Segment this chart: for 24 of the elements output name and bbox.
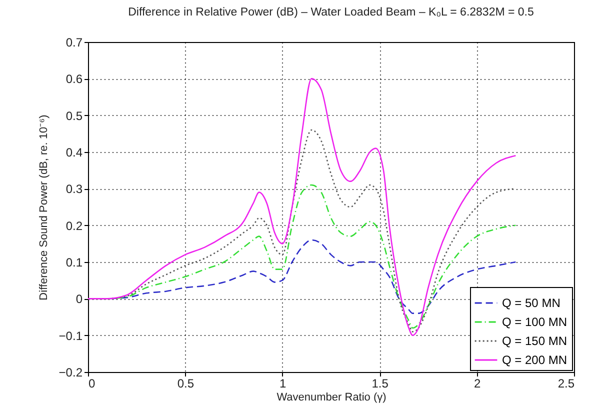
legend-label: Q = 100 MN — [502, 315, 568, 329]
x-tick-label: 1.5 — [372, 376, 389, 390]
y-axis-title: Difference Sound Power (dB, re. 10⁻⁶) — [38, 114, 50, 300]
y-tick-label: −0.1 — [58, 328, 83, 343]
x-tick-label: 0 — [88, 376, 96, 390]
line-series — [88, 78, 516, 336]
y-tick-label: 0.6 — [66, 72, 83, 86]
y-tick-label: 0.1 — [66, 256, 83, 270]
y-tick-label: 0 — [76, 292, 83, 306]
y-tick-label: 0.3 — [66, 182, 83, 196]
chart-title: Difference in Relative Power (dB) – Water Loaded Beam – K₀L = 6.2832M = 0.5 — [128, 6, 534, 18]
x-tick-label: 2.5 — [558, 376, 575, 390]
y-tick-label: −0.2 — [58, 366, 83, 380]
legend-label: Q = 50 MN — [502, 296, 560, 310]
legend-label: Q = 200 MN — [502, 353, 568, 367]
y-tick-label: 0.4 — [66, 146, 83, 160]
x-axis-title: Wavenumber Ratio (γ) — [276, 392, 386, 404]
x-tick-label: 2 — [474, 376, 481, 390]
legend-label: Q = 150 MN — [502, 334, 568, 348]
x-tick-label: 1 — [280, 376, 287, 390]
y-tick-label: 0.5 — [66, 108, 83, 123]
y-tick-label: 0.2 — [66, 218, 83, 233]
x-tick-label: 0.5 — [177, 376, 194, 390]
y-tick-label: 0.7 — [66, 36, 83, 50]
